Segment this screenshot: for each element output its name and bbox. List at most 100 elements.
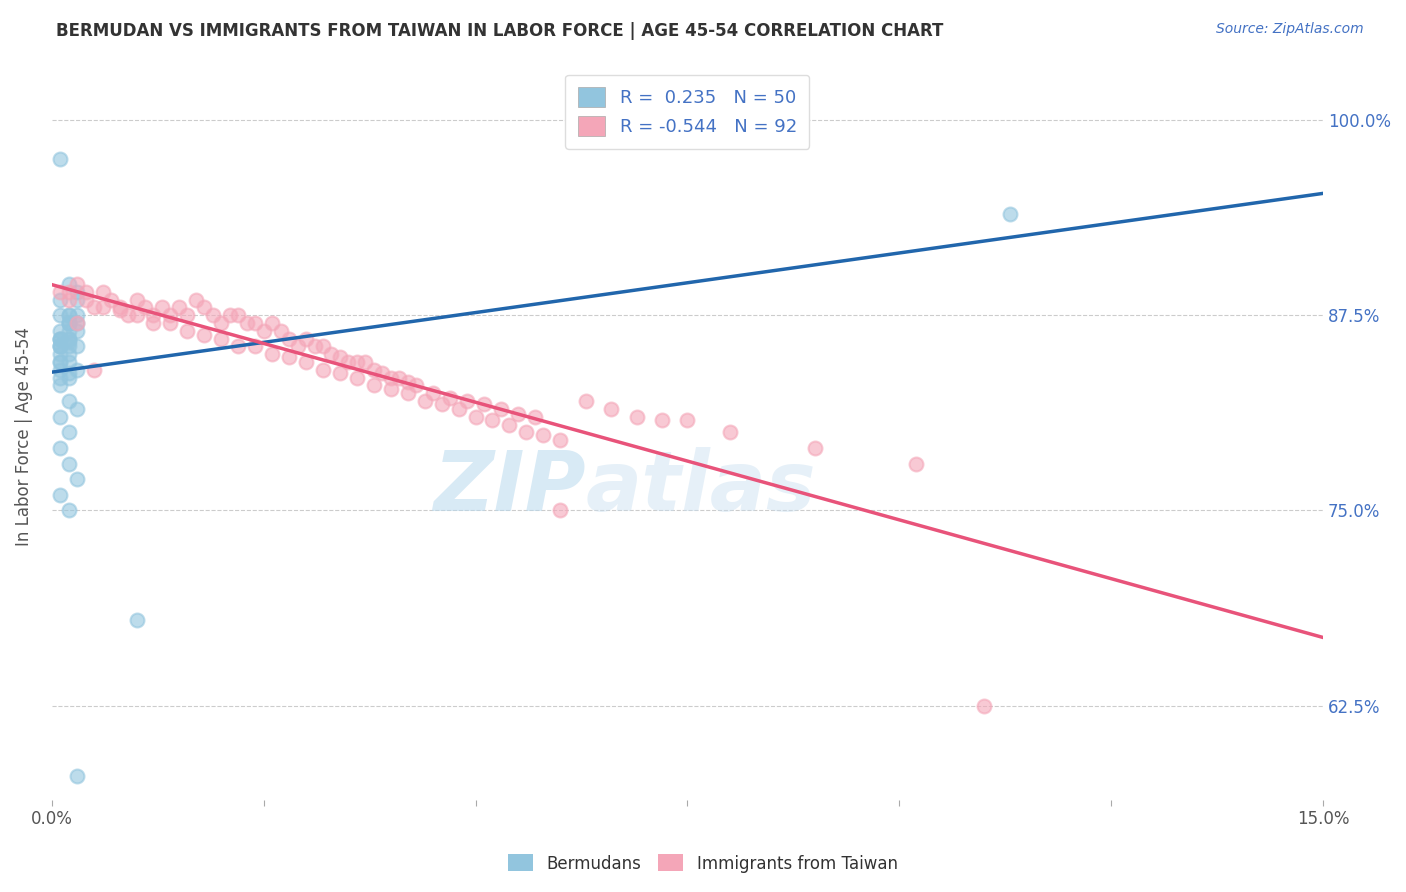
Point — [176, 308, 198, 322]
Point — [134, 301, 156, 315]
Text: Source: ZipAtlas.com: Source: ZipAtlas.com — [1216, 22, 1364, 37]
Point — [626, 409, 648, 424]
Point — [66, 316, 89, 330]
Point — [125, 308, 148, 322]
Point — [506, 407, 529, 421]
Text: atlas: atlas — [586, 447, 817, 527]
Point — [278, 351, 301, 365]
Point — [142, 308, 165, 322]
Point — [49, 339, 72, 353]
Point — [49, 332, 72, 346]
Point — [472, 397, 495, 411]
Point — [295, 355, 318, 369]
Point — [193, 301, 215, 315]
Point — [396, 386, 419, 401]
Point — [600, 401, 623, 416]
Point — [49, 355, 72, 369]
Point — [304, 339, 326, 353]
Point — [58, 316, 80, 330]
Point — [66, 472, 89, 486]
Point — [58, 457, 80, 471]
Point — [49, 441, 72, 455]
Point — [142, 316, 165, 330]
Point — [117, 308, 139, 322]
Point — [226, 308, 249, 322]
Point — [66, 316, 89, 330]
Point — [58, 334, 80, 349]
Point — [651, 413, 673, 427]
Point — [91, 301, 114, 315]
Point — [58, 293, 80, 307]
Point — [498, 417, 520, 432]
Point — [58, 332, 80, 346]
Point — [49, 409, 72, 424]
Point — [337, 355, 360, 369]
Point — [380, 370, 402, 384]
Point — [422, 386, 444, 401]
Point — [243, 316, 266, 330]
Point — [531, 428, 554, 442]
Point — [243, 339, 266, 353]
Point — [49, 285, 72, 299]
Point — [58, 308, 80, 322]
Point — [58, 425, 80, 440]
Point — [201, 308, 224, 322]
Point — [430, 397, 453, 411]
Point — [235, 316, 257, 330]
Point — [58, 285, 80, 299]
Point — [150, 301, 173, 315]
Point — [58, 394, 80, 409]
Point — [447, 401, 470, 416]
Point — [489, 401, 512, 416]
Point — [523, 409, 546, 424]
Point — [58, 355, 80, 369]
Point — [58, 339, 80, 353]
Point — [218, 308, 240, 322]
Point — [167, 301, 190, 315]
Point — [413, 394, 436, 409]
Text: ZIP: ZIP — [433, 447, 586, 527]
Y-axis label: In Labor Force | Age 45-54: In Labor Force | Age 45-54 — [15, 326, 32, 546]
Point — [380, 382, 402, 396]
Point — [193, 328, 215, 343]
Point — [58, 332, 80, 346]
Point — [905, 457, 928, 471]
Point — [66, 769, 89, 783]
Point — [515, 425, 537, 440]
Point — [312, 339, 335, 353]
Point — [209, 332, 232, 346]
Point — [329, 351, 352, 365]
Point — [803, 441, 825, 455]
Point — [270, 324, 292, 338]
Point — [363, 363, 385, 377]
Point — [125, 293, 148, 307]
Point — [66, 324, 89, 338]
Point — [49, 332, 72, 346]
Point — [262, 347, 284, 361]
Point — [49, 339, 72, 353]
Point — [159, 316, 181, 330]
Point — [718, 425, 741, 440]
Point — [405, 378, 427, 392]
Point — [396, 376, 419, 390]
Point — [66, 401, 89, 416]
Legend: Bermudans, Immigrants from Taiwan: Bermudans, Immigrants from Taiwan — [502, 847, 904, 880]
Point — [83, 363, 105, 377]
Point — [91, 285, 114, 299]
Point — [676, 413, 699, 427]
Point — [321, 347, 343, 361]
Point — [49, 324, 72, 338]
Point — [184, 293, 207, 307]
Point — [456, 394, 478, 409]
Point — [481, 413, 503, 427]
Point — [108, 303, 131, 318]
Point — [125, 613, 148, 627]
Point — [58, 324, 80, 338]
Point — [83, 301, 105, 315]
Point — [439, 391, 461, 405]
Point — [49, 378, 72, 392]
Text: BERMUDAN VS IMMIGRANTS FROM TAIWAN IN LABOR FORCE | AGE 45-54 CORRELATION CHART: BERMUDAN VS IMMIGRANTS FROM TAIWAN IN LA… — [56, 22, 943, 40]
Point — [58, 308, 80, 322]
Point — [295, 332, 318, 346]
Point — [49, 488, 72, 502]
